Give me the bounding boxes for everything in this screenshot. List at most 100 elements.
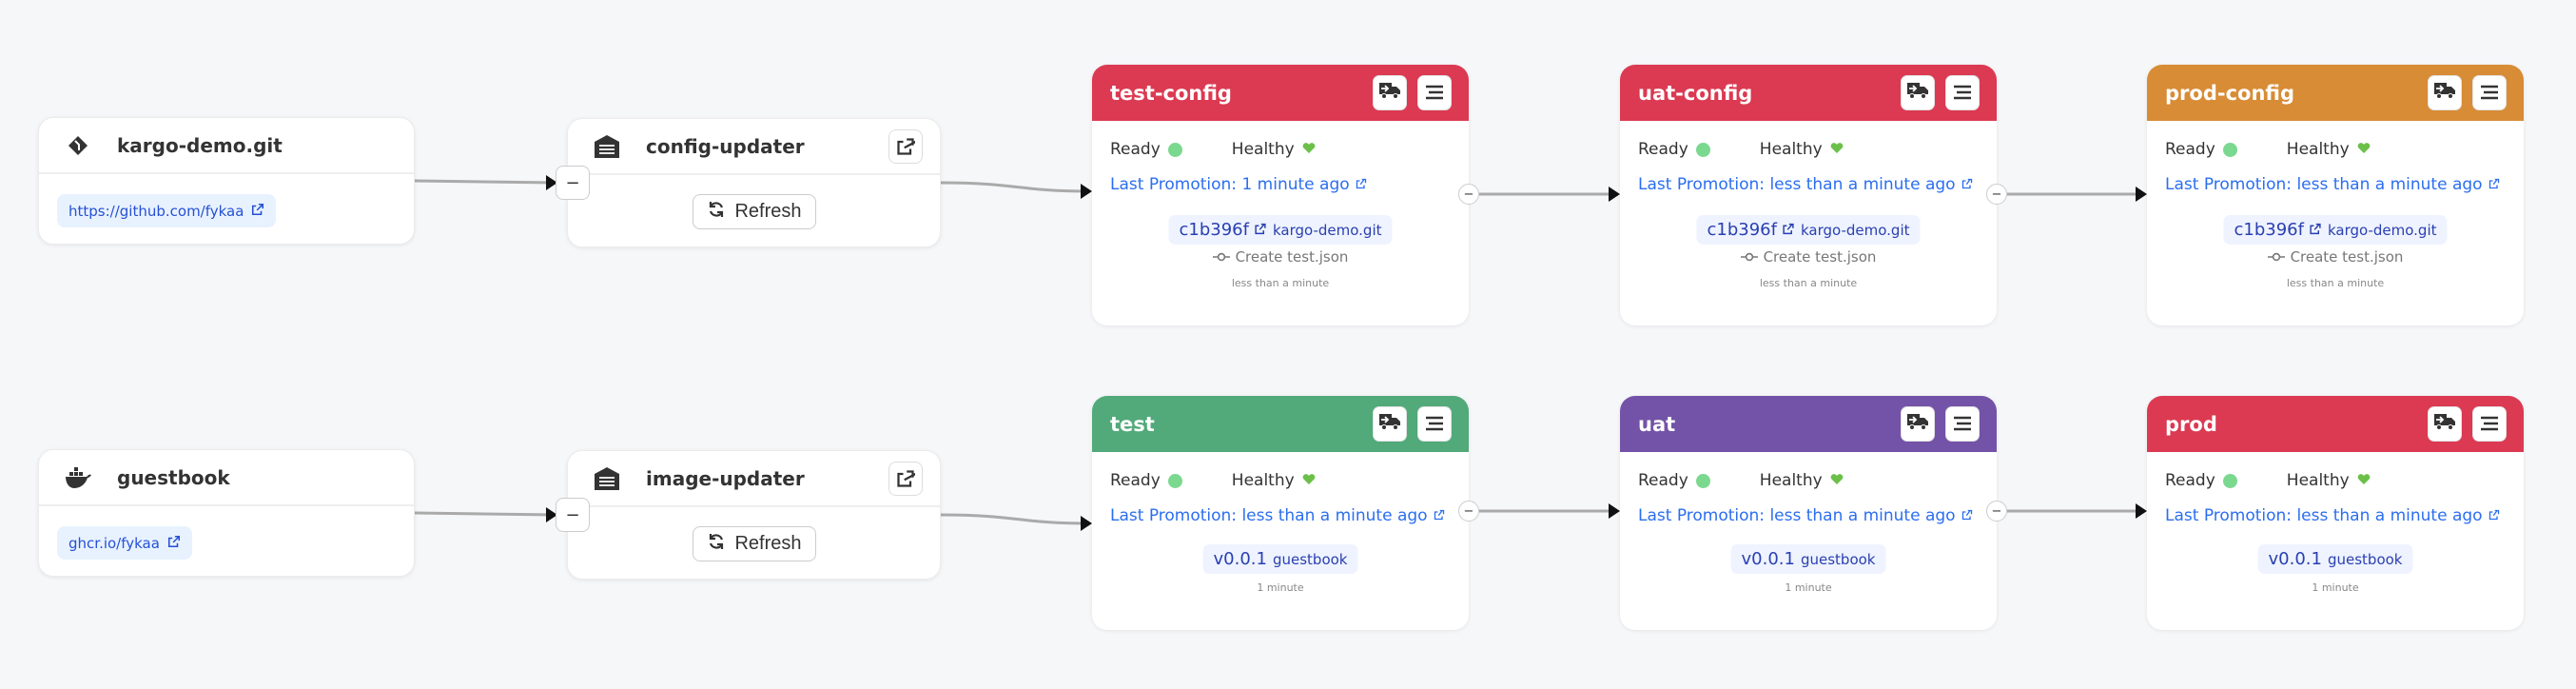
freight-source: kargo-demo.git [1800, 221, 1910, 239]
ready-dot-icon [2222, 142, 2237, 157]
freight-source: guestbook [1272, 550, 1348, 568]
collapse-handle[interactable]: − [556, 166, 590, 200]
commit-message: Create test.json [1092, 248, 1469, 266]
commit-message: Create test.json [1620, 248, 1997, 266]
freight-age: less than a minute [1759, 277, 1858, 289]
stage-card[interactable]: prod Ready Healthy Last Promotion: less tha… [2147, 396, 2524, 630]
freight-chip[interactable]: c1b396f kargo-demo.git [2223, 215, 2448, 245]
stage-status: Ready Healthy [1638, 140, 1844, 159]
heart-icon [1823, 471, 1844, 490]
stage-header: test [1092, 396, 1469, 452]
last-promotion-text: Last Promotion: less than a minute ago [2165, 175, 2483, 194]
source-edge [414, 179, 556, 185]
external-link-icon [1356, 175, 1367, 194]
stage-status: Ready Healthy [1110, 471, 1316, 490]
last-promotion-text: Last Promotion: less than a minute ago [2165, 506, 2483, 525]
stage-header: test-config [1092, 65, 1469, 121]
heart-icon [2350, 471, 2371, 490]
source-link[interactable]: https://github.com/fykaa [57, 194, 277, 227]
stage-menu-button[interactable] [1945, 406, 1980, 442]
commit-icon [2267, 248, 2285, 266]
warehouse-name: config-updater [646, 134, 805, 158]
healthy-label: Healthy [2286, 140, 2350, 159]
last-promotion-link[interactable]: Last Promotion: less than a minute ago [2165, 175, 2500, 194]
last-promotion-link[interactable]: Last Promotion: less than a minute ago [2165, 506, 2500, 525]
refresh-icon [706, 532, 725, 557]
stage-card[interactable]: test-config Ready Healthy Last Promotion: 1… [1092, 65, 1469, 325]
stage-menu-button[interactable] [1945, 75, 1980, 110]
last-promotion-link[interactable]: Last Promotion: 1 minute ago [1110, 175, 1367, 194]
freight-chip[interactable]: c1b396f kargo-demo.git [1696, 215, 1921, 245]
promote-button[interactable] [1373, 406, 1407, 442]
freight-chip[interactable]: v0.0.1 guestbook [2257, 544, 2413, 574]
healthy-label: Healthy [1759, 471, 1823, 490]
freight-age: 1 minute [1257, 581, 1304, 594]
last-promotion-text: Last Promotion: less than a minute ago [1638, 506, 1956, 525]
source-name: kargo-demo.git [117, 133, 283, 157]
last-promotion-link[interactable]: Last Promotion: less than a minute ago [1638, 175, 1973, 194]
stage-header: uat-config [1620, 65, 1997, 121]
stage-menu-button[interactable] [2472, 406, 2507, 442]
promote-button[interactable] [1901, 75, 1935, 110]
stage-menu-button[interactable] [1417, 75, 1452, 110]
stage-card[interactable]: prod-config Ready Healthy Last Promotion: l… [2147, 65, 2524, 325]
external-link-icon [1255, 221, 1267, 239]
refresh-button[interactable]: Refresh [692, 526, 816, 561]
menu-icon [1425, 82, 1444, 105]
open-warehouse-button[interactable] [888, 462, 923, 496]
promote-button[interactable] [1901, 406, 1935, 442]
last-promotion-link[interactable]: Last Promotion: less than a minute ago [1638, 506, 1973, 525]
freight-source: kargo-demo.git [2327, 221, 2437, 239]
stage-header: prod [2147, 396, 2524, 452]
warehouse-card[interactable]: config-updater Refresh [567, 118, 941, 247]
source-card[interactable]: guestbook ghcr.io/fykaa [38, 449, 415, 577]
stage-menu-button[interactable] [2472, 75, 2507, 110]
commit-message-text: Create test.json [1235, 248, 1349, 266]
collapse-handle[interactable]: − [556, 498, 590, 532]
open-warehouse-button[interactable] [888, 129, 923, 164]
ready-dot-icon [1167, 473, 1182, 488]
external-link-icon [1961, 175, 1973, 194]
arrow-head-icon [546, 507, 557, 522]
source-name: guestbook [117, 465, 230, 489]
commit-message-text: Create test.json [2290, 248, 2404, 266]
freight-source: guestbook [1800, 550, 1876, 568]
freight-source: kargo-demo.git [1272, 221, 1382, 239]
promote-button[interactable] [1373, 75, 1407, 110]
source-header: kargo-demo.git [39, 118, 414, 174]
stage-name: test-config [1110, 81, 1232, 105]
stage-status: Ready Healthy [1638, 471, 1844, 490]
menu-icon [2480, 82, 2499, 105]
refresh-label: Refresh [734, 201, 802, 222]
stage-card[interactable]: test Ready Healthy Last Promotion: less tha… [1092, 396, 1469, 630]
last-promotion-link[interactable]: Last Promotion: less than a minute ago [1110, 506, 1445, 525]
promote-button[interactable] [2428, 75, 2462, 110]
freight-chip[interactable]: c1b396f kargo-demo.git [1168, 215, 1393, 245]
refresh-button[interactable]: Refresh [692, 194, 816, 229]
refresh-label: Refresh [734, 533, 802, 554]
collapse-handle[interactable]: − [1458, 501, 1479, 522]
freight-chip[interactable]: v0.0.1 guestbook [1202, 544, 1358, 574]
arrow-head-icon [2136, 187, 2147, 202]
stage-menu-button[interactable] [1417, 406, 1452, 442]
stage-card[interactable]: uat Ready Healthy Last Promotion: less than… [1620, 396, 1997, 630]
truck-icon [1378, 81, 1401, 105]
ready-dot-icon [2222, 473, 2237, 488]
healthy-label: Healthy [1231, 471, 1295, 490]
stage-name: prod-config [2165, 81, 2294, 105]
truck-icon [2433, 412, 2456, 436]
source-card[interactable]: kargo-demo.git https://github.com/fykaa [38, 117, 415, 245]
last-promotion-text: Last Promotion: 1 minute ago [1110, 175, 1350, 194]
freight-id: v0.0.1 [1213, 549, 1267, 569]
freight-chip[interactable]: v0.0.1 guestbook [1730, 544, 1886, 574]
collapse-handle[interactable]: − [1458, 184, 1479, 205]
source-link[interactable]: ghcr.io/fykaa [57, 526, 192, 560]
arrow-head-icon [2136, 503, 2147, 519]
collapse-handle[interactable]: − [1986, 184, 2007, 205]
collapse-handle[interactable]: − [1986, 501, 2007, 522]
stage-status: Ready Healthy [2165, 471, 2371, 490]
commit-icon [1740, 248, 1758, 266]
warehouse-card[interactable]: image-updater Refresh [567, 450, 941, 580]
promote-button[interactable] [2428, 406, 2462, 442]
stage-card[interactable]: uat-config Ready Healthy Last Promotion: le… [1620, 65, 1997, 325]
